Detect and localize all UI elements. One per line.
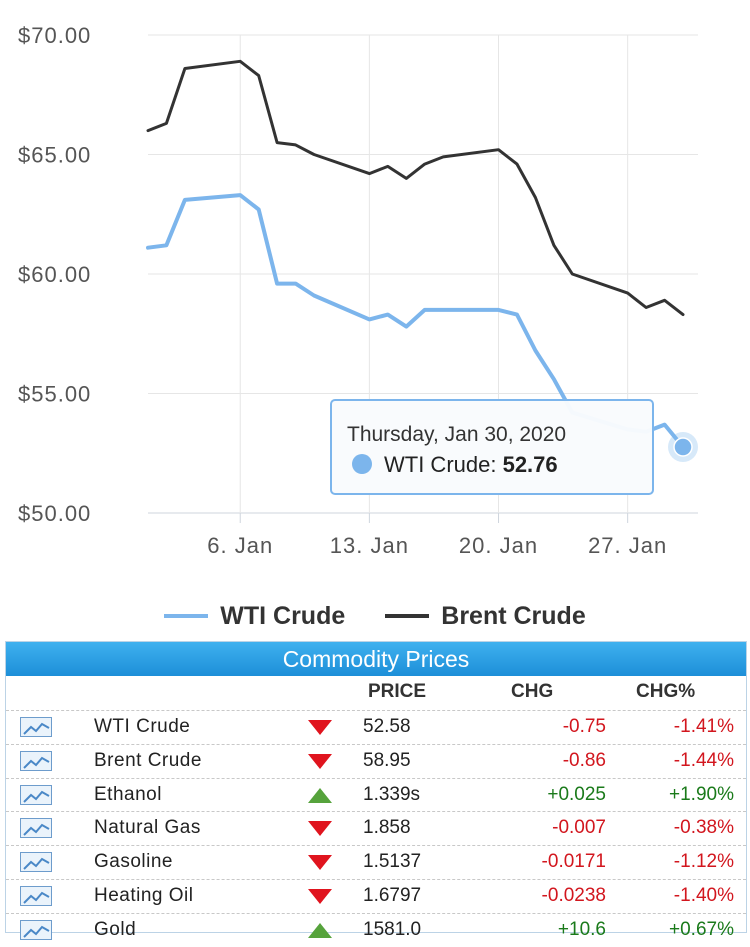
- commodity-change-percent: -1.41%: [673, 716, 734, 737]
- chart-icon[interactable]: [20, 919, 52, 940]
- table-row[interactable]: Brent Crude 58.95 -0.86 -1.44%: [6, 743, 746, 778]
- commodity-change-percent: +0.67%: [669, 918, 734, 940]
- commodity-prices-panel: Commodity Prices PRICE CHG CHG% WTI Crud…: [5, 641, 747, 940]
- x-tick-label: 20. Jan: [459, 533, 538, 558]
- y-tick-label: $65.00: [18, 143, 91, 168]
- commodity-price: 58.95: [363, 749, 411, 771]
- chart-icon[interactable]: [20, 885, 52, 906]
- down-arrow-icon: [308, 821, 332, 837]
- table-row[interactable]: Gold 1581.0 +10.6 +0.67%: [6, 912, 746, 947]
- commodity-price: 52.58: [363, 716, 411, 737]
- x-tick-label: 13. Jan: [330, 533, 409, 558]
- tooltip-box: [330, 399, 654, 495]
- commodity-price: 1.858: [363, 817, 411, 839]
- down-arrow-icon: [308, 855, 332, 871]
- chart-icon[interactable]: [20, 818, 52, 839]
- commodity-change: +0.025: [547, 783, 606, 805]
- commodity-price: 1.5137: [363, 851, 422, 873]
- tooltip-date: Thursday, Jan 30, 2020: [347, 423, 566, 446]
- tooltip-value: 52.76: [503, 452, 558, 477]
- chart-legend: WTI Crude Brent Crude: [0, 598, 750, 634]
- price-chart: $70.00 $65.00 $60.00 $55.00 $50.00 6. Jan 13.…: [18, 23, 698, 558]
- commodity-change-percent: -1.44%: [673, 749, 734, 771]
- legend-item-wti[interactable]: WTI Crude: [164, 602, 345, 631]
- y-tick-label: $50.00: [18, 501, 91, 526]
- commodity-price: 1581.0: [363, 918, 422, 940]
- table-row[interactable]: WTI Crude 52.58 -0.75 -1.41%: [6, 710, 746, 744]
- table-row[interactable]: Gasoline 1.5137 -0.0171 -1.12%: [6, 845, 746, 879]
- up-arrow-icon: [308, 922, 332, 938]
- x-axis: 6. Jan 13. Jan 20. Jan 27. Jan: [207, 533, 667, 558]
- table-row[interactable]: Natural Gas 1.858 -0.007 -0.38%: [6, 811, 746, 845]
- legend-label-wti: WTI Crude: [220, 601, 346, 630]
- commodity-name: Brent Crude: [94, 749, 202, 771]
- commodity-change-percent: +1.90%: [669, 783, 734, 805]
- commodity-name: Natural Gas: [94, 817, 201, 839]
- header-chg: CHG: [511, 681, 554, 702]
- y-tick-label: $70.00: [18, 23, 91, 48]
- tooltip-series-label: WTI Crude: 52.76: [384, 452, 558, 477]
- commodity-name: Gold: [94, 918, 137, 940]
- commodity-change-percent: -0.38%: [673, 817, 734, 839]
- chart-icon[interactable]: [20, 717, 52, 737]
- up-arrow-icon: [308, 787, 332, 803]
- x-tick-label: 6. Jan: [207, 533, 273, 558]
- table-row[interactable]: Ethanol 1.339s +0.025 +1.90%: [6, 777, 746, 812]
- down-arrow-icon: [308, 888, 332, 904]
- hover-point: [673, 437, 693, 457]
- commodity-change: -0.007: [552, 817, 606, 839]
- legend-label-brent: Brent Crude: [441, 601, 586, 630]
- y-tick-label: $55.00: [18, 382, 91, 407]
- series-lines: [146, 59, 685, 449]
- chart-icon[interactable]: [20, 750, 52, 771]
- commodity-price: 1.6797: [363, 884, 422, 906]
- chart-tooltip: Thursday, Jan 30, 2020 WTI Crude: 52.76: [330, 399, 698, 495]
- header-chgp: CHG%: [636, 681, 696, 702]
- down-arrow-icon: [308, 720, 332, 735]
- commodity-change: -0.0238: [541, 884, 606, 906]
- y-axis: $70.00 $65.00 $60.00 $55.00 $50.00: [18, 23, 91, 526]
- x-tick-label: 27. Jan: [588, 533, 667, 558]
- legend-swatch-brent: [385, 614, 430, 618]
- commodity-change: +10.6: [557, 918, 606, 940]
- header-price: PRICE: [368, 681, 427, 702]
- commodity-rows: WTI Crude 52.58 -0.75 -1.41% Brent Crude 58.9…: [6, 710, 746, 947]
- legend-item-brent[interactable]: Brent Crude: [385, 601, 586, 631]
- commodity-name: Gasoline: [94, 851, 173, 873]
- panel-title: Commodity Prices: [6, 642, 746, 676]
- legend-swatch-wti: [164, 614, 209, 618]
- chart-icon[interactable]: [20, 852, 52, 873]
- brent-crude-line: [146, 59, 685, 317]
- commodity-name: Ethanol: [94, 783, 162, 805]
- commodity-change: -0.75: [562, 716, 606, 737]
- commodity-change: -0.86: [562, 749, 606, 771]
- commodity-change: -0.0171: [541, 851, 606, 873]
- table-row[interactable]: Heating Oil 1.6797 -0.0238 -1.40%: [6, 878, 746, 913]
- commodity-name: Heating Oil: [94, 884, 194, 906]
- commodity-change-percent: -1.40%: [673, 884, 734, 906]
- chart-icon[interactable]: [20, 784, 52, 805]
- commodity-price: 1.339s: [363, 783, 421, 805]
- commodity-name: WTI Crude: [94, 716, 191, 737]
- table-header: PRICE CHG CHG%: [6, 676, 746, 710]
- tooltip-series-dot: [352, 454, 372, 474]
- y-tick-label: $60.00: [18, 262, 91, 287]
- down-arrow-icon: [308, 753, 332, 769]
- commodity-change-percent: -1.12%: [673, 851, 734, 873]
